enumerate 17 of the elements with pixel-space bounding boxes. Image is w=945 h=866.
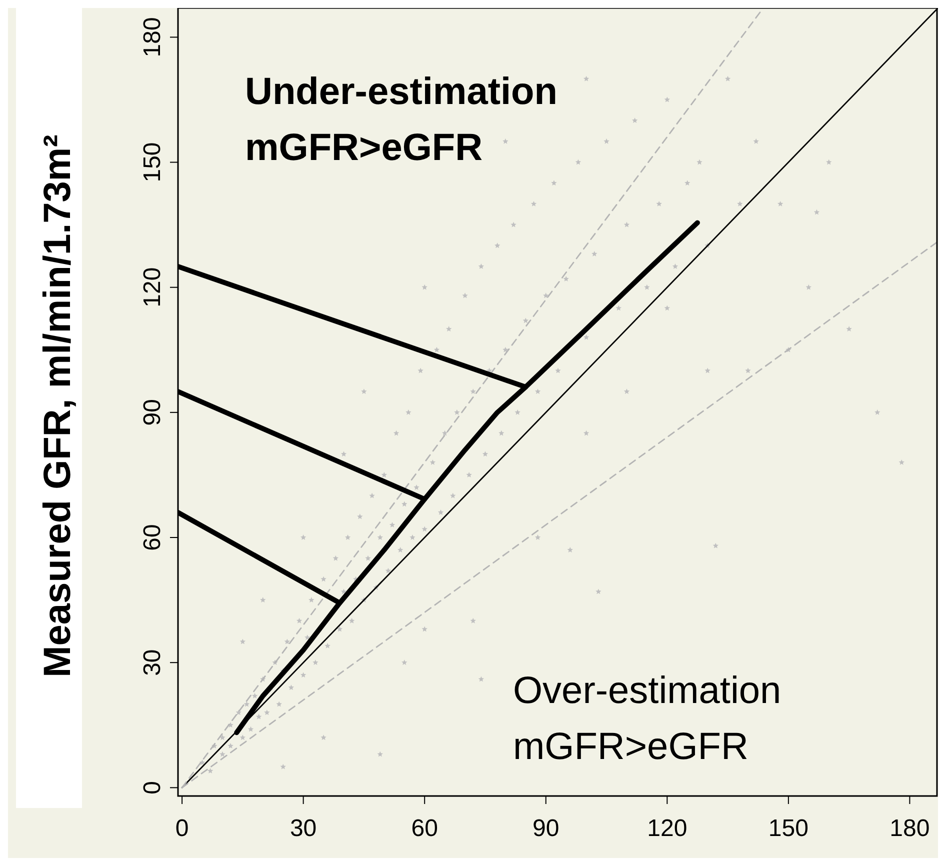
y-tick-label: 150 — [139, 142, 166, 182]
y-tick-label: 90 — [139, 399, 166, 426]
x-tick-label: 180 — [890, 815, 930, 842]
x-tick-label: 150 — [768, 815, 808, 842]
y-tick-label: 30 — [139, 649, 166, 676]
y-tick-label: 0 — [139, 780, 166, 794]
y-tick-label: 120 — [139, 267, 166, 308]
y-axis-title: Measured GFR, ml/min/1.73m² — [37, 134, 79, 678]
x-tick-label: 30 — [290, 815, 317, 842]
y-tick-label: 60 — [139, 524, 166, 551]
x-tick-label: 0 — [175, 815, 189, 842]
x-tick-label: 120 — [647, 815, 688, 842]
x-tick-label: 60 — [411, 815, 438, 842]
annotation: Over-estimation mGFR>eGFR — [513, 670, 782, 768]
y-tick-label: 180 — [139, 17, 166, 58]
x-tick-label: 90 — [532, 815, 560, 842]
annotation: Under-estimation mGFR>eGFR — [245, 71, 558, 169]
